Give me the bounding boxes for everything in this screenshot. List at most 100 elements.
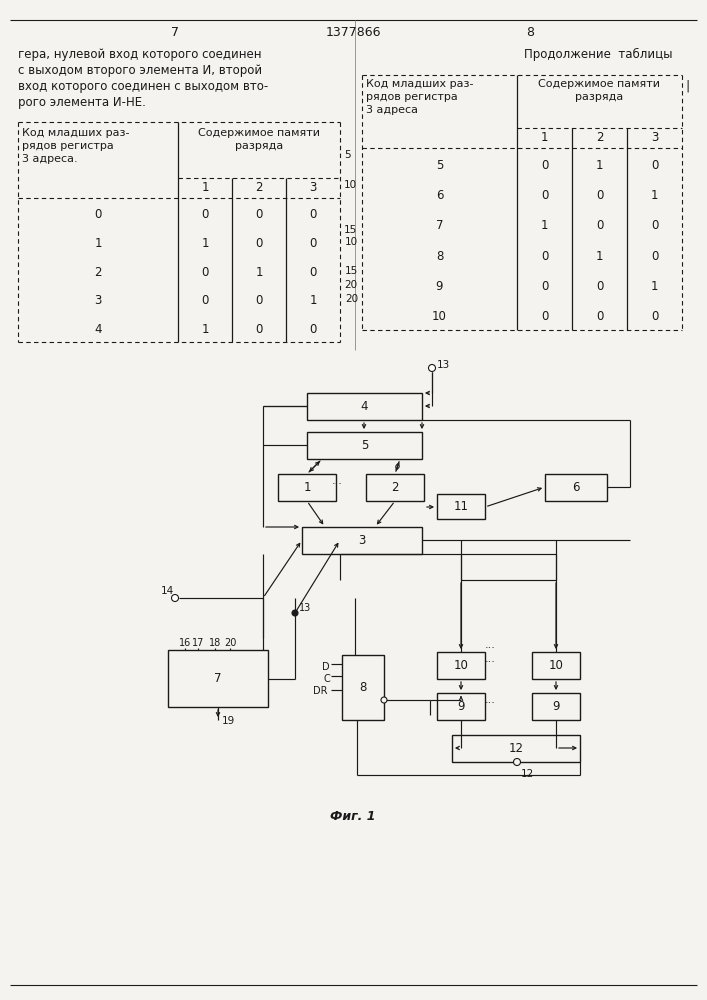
Text: 0: 0	[651, 159, 658, 172]
Text: 1: 1	[255, 266, 263, 279]
Text: разряда: разряда	[575, 92, 624, 102]
Text: 5: 5	[436, 159, 443, 172]
Text: гера, нулевой вход которого соединен: гера, нулевой вход которого соединен	[18, 48, 262, 61]
Text: 1: 1	[541, 131, 548, 144]
Text: 7: 7	[436, 219, 443, 232]
Text: 8: 8	[359, 681, 367, 694]
Bar	[307, 432, 422, 459]
Text: 5: 5	[361, 439, 368, 452]
Text: Продолжение  таблицы: Продолжение таблицы	[524, 48, 672, 61]
Text: 1: 1	[309, 294, 317, 307]
Text: 10: 10	[454, 659, 469, 672]
Bar	[452, 735, 580, 762]
Text: 12: 12	[521, 769, 534, 779]
Circle shape	[381, 697, 387, 703]
Bar	[437, 693, 485, 720]
Text: 1: 1	[541, 219, 548, 232]
Text: 0: 0	[651, 219, 658, 232]
Text: 0: 0	[596, 219, 603, 232]
Text: 0: 0	[255, 323, 263, 336]
Text: Фиг. 1: Фиг. 1	[330, 810, 375, 823]
Text: 20: 20	[344, 280, 357, 290]
Text: 17: 17	[192, 638, 204, 648]
Text: 6: 6	[436, 189, 443, 202]
Text: Содержимое памяти: Содержимое памяти	[539, 79, 660, 89]
Text: 3 адреса: 3 адреса	[366, 105, 418, 115]
Text: рого элемента И-НЕ.: рого элемента И-НЕ.	[18, 96, 146, 109]
Text: 2: 2	[255, 181, 263, 194]
Text: 3: 3	[310, 181, 317, 194]
Text: 19: 19	[222, 716, 235, 726]
Text: 6: 6	[572, 481, 580, 494]
Circle shape	[513, 758, 520, 766]
Text: 10: 10	[549, 659, 563, 672]
Text: 0: 0	[94, 208, 102, 221]
Text: 0: 0	[310, 266, 317, 279]
Text: ...: ...	[332, 476, 342, 486]
Text: 2: 2	[596, 131, 603, 144]
Text: 0: 0	[541, 159, 548, 172]
Text: 8: 8	[526, 26, 534, 39]
Text: 1377866: 1377866	[325, 26, 381, 39]
Text: ...: ...	[484, 695, 496, 705]
Text: 1: 1	[596, 159, 603, 172]
Bar	[532, 693, 580, 720]
Text: 1: 1	[596, 250, 603, 263]
Bar	[437, 494, 485, 519]
Text: 3: 3	[94, 294, 102, 307]
Text: 4: 4	[94, 323, 102, 336]
Text: 0: 0	[201, 294, 209, 307]
Text: 16: 16	[179, 638, 191, 648]
Bar	[545, 474, 607, 501]
Bar	[168, 650, 268, 707]
Text: 2: 2	[94, 266, 102, 279]
Text: ...: ...	[484, 640, 496, 650]
Text: 3 адреса.: 3 адреса.	[22, 154, 78, 164]
Text: 1: 1	[201, 237, 209, 250]
Text: 10: 10	[344, 180, 357, 190]
Text: 0: 0	[541, 280, 548, 293]
Text: с выходом второго элемента И, второй: с выходом второго элемента И, второй	[18, 64, 262, 77]
Text: Код младших раз-: Код младших раз-	[22, 128, 129, 138]
Text: 0: 0	[596, 310, 603, 323]
Text: 20: 20	[345, 294, 358, 304]
Bar	[342, 655, 384, 720]
Text: |: |	[685, 79, 689, 92]
Text: 0: 0	[310, 208, 317, 221]
Text: 0: 0	[541, 310, 548, 323]
Text: 2: 2	[391, 481, 399, 494]
Text: 10: 10	[432, 310, 447, 323]
Circle shape	[292, 610, 298, 616]
Text: 0: 0	[255, 294, 263, 307]
Text: 11: 11	[453, 500, 469, 513]
Text: 0: 0	[651, 310, 658, 323]
Text: 0: 0	[201, 208, 209, 221]
Text: 1: 1	[94, 237, 102, 250]
Text: 15: 15	[344, 225, 357, 235]
Text: D: D	[322, 662, 330, 672]
Text: 1: 1	[201, 323, 209, 336]
Text: 0: 0	[651, 250, 658, 263]
Bar	[278, 474, 336, 501]
Text: 0: 0	[541, 189, 548, 202]
Text: 9: 9	[457, 700, 464, 713]
Text: Код младших раз-: Код младших раз-	[366, 79, 474, 89]
Text: 1: 1	[201, 181, 209, 194]
Text: DR: DR	[312, 686, 327, 696]
Circle shape	[172, 594, 178, 601]
Text: 13: 13	[437, 360, 450, 370]
Text: 13: 13	[299, 603, 311, 613]
Text: 0: 0	[596, 189, 603, 202]
Text: 0: 0	[310, 323, 317, 336]
Circle shape	[428, 364, 436, 371]
Bar	[437, 652, 485, 679]
Bar	[302, 527, 422, 554]
Text: вход которого соединен с выходом вто-: вход которого соединен с выходом вто-	[18, 80, 268, 93]
Text: 0: 0	[255, 237, 263, 250]
Text: 1: 1	[650, 189, 658, 202]
Text: 0: 0	[310, 237, 317, 250]
Text: 3: 3	[651, 131, 658, 144]
Text: 15: 15	[345, 266, 358, 276]
Text: 7: 7	[214, 672, 222, 685]
Text: 8: 8	[436, 250, 443, 263]
